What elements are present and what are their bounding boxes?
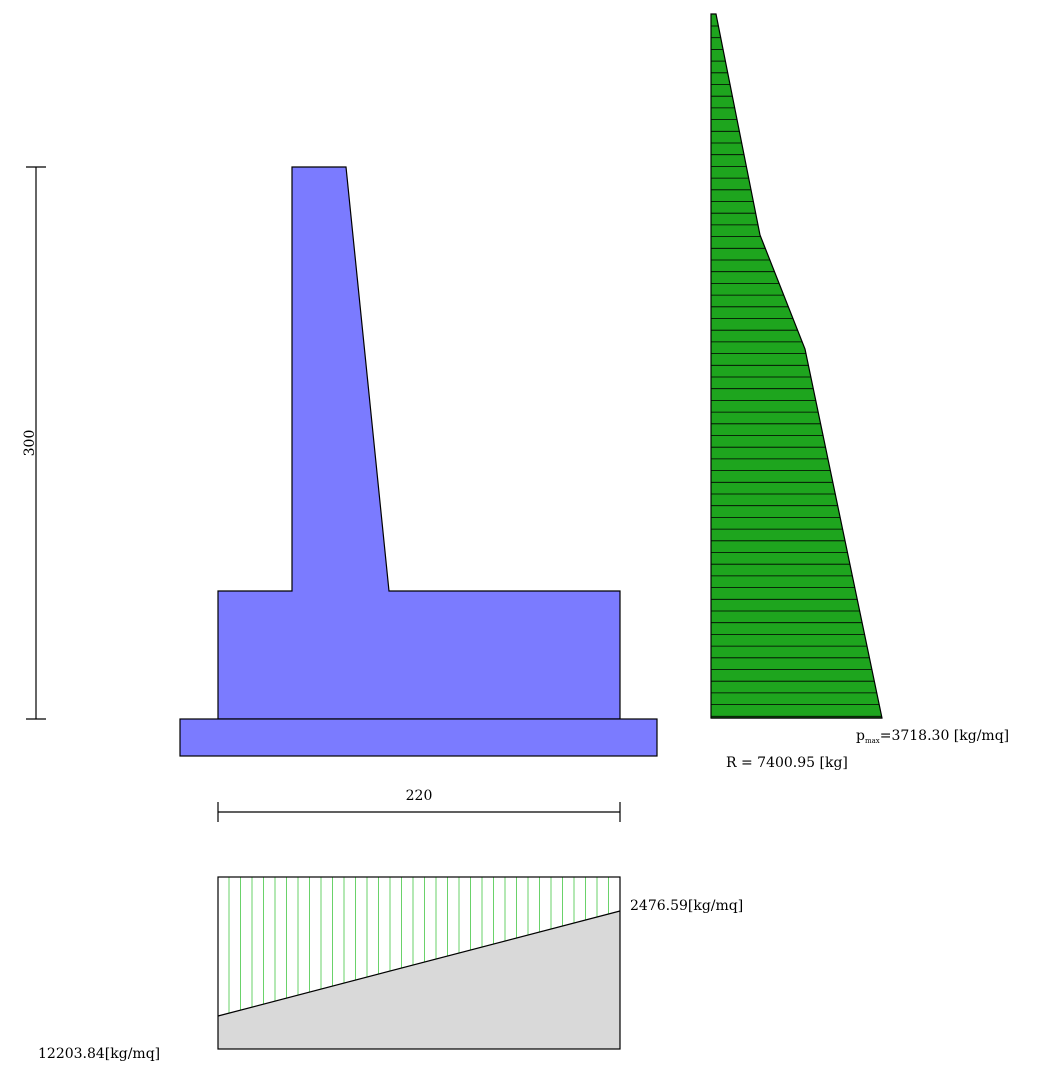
earth-pressure-hatch — [711, 25, 882, 717]
soil-pressure-hatch — [228, 877, 609, 1014]
width-dimension-label: 220 — [406, 788, 433, 804]
wall-base-slab — [179, 718, 658, 757]
wall-body — [217, 166, 621, 720]
soil-pressure-right-label: 2476.59[kg/mq] — [630, 898, 743, 914]
soil-pressure-wedge — [218, 911, 620, 1049]
earth-pressure-diagram: pmax=3718.30 [kg/mq] R = 7400.95 [kg] — [710, 13, 1009, 771]
width-dimension: 220 — [217, 788, 621, 822]
soil-pressure-left-label: 12203.84[kg/mq] — [38, 1046, 160, 1062]
pmax-label: pmax=3718.30 [kg/mq] — [856, 728, 1009, 745]
soil-pressure-diagram: 2476.59[kg/mq] 12203.84[kg/mq] — [38, 876, 743, 1062]
height-dimension-label: 300 — [22, 430, 38, 457]
resultant-label: R = 7400.95 [kg] — [726, 755, 848, 771]
height-dimension: 300 — [22, 166, 46, 720]
retaining-wall — [179, 166, 658, 757]
